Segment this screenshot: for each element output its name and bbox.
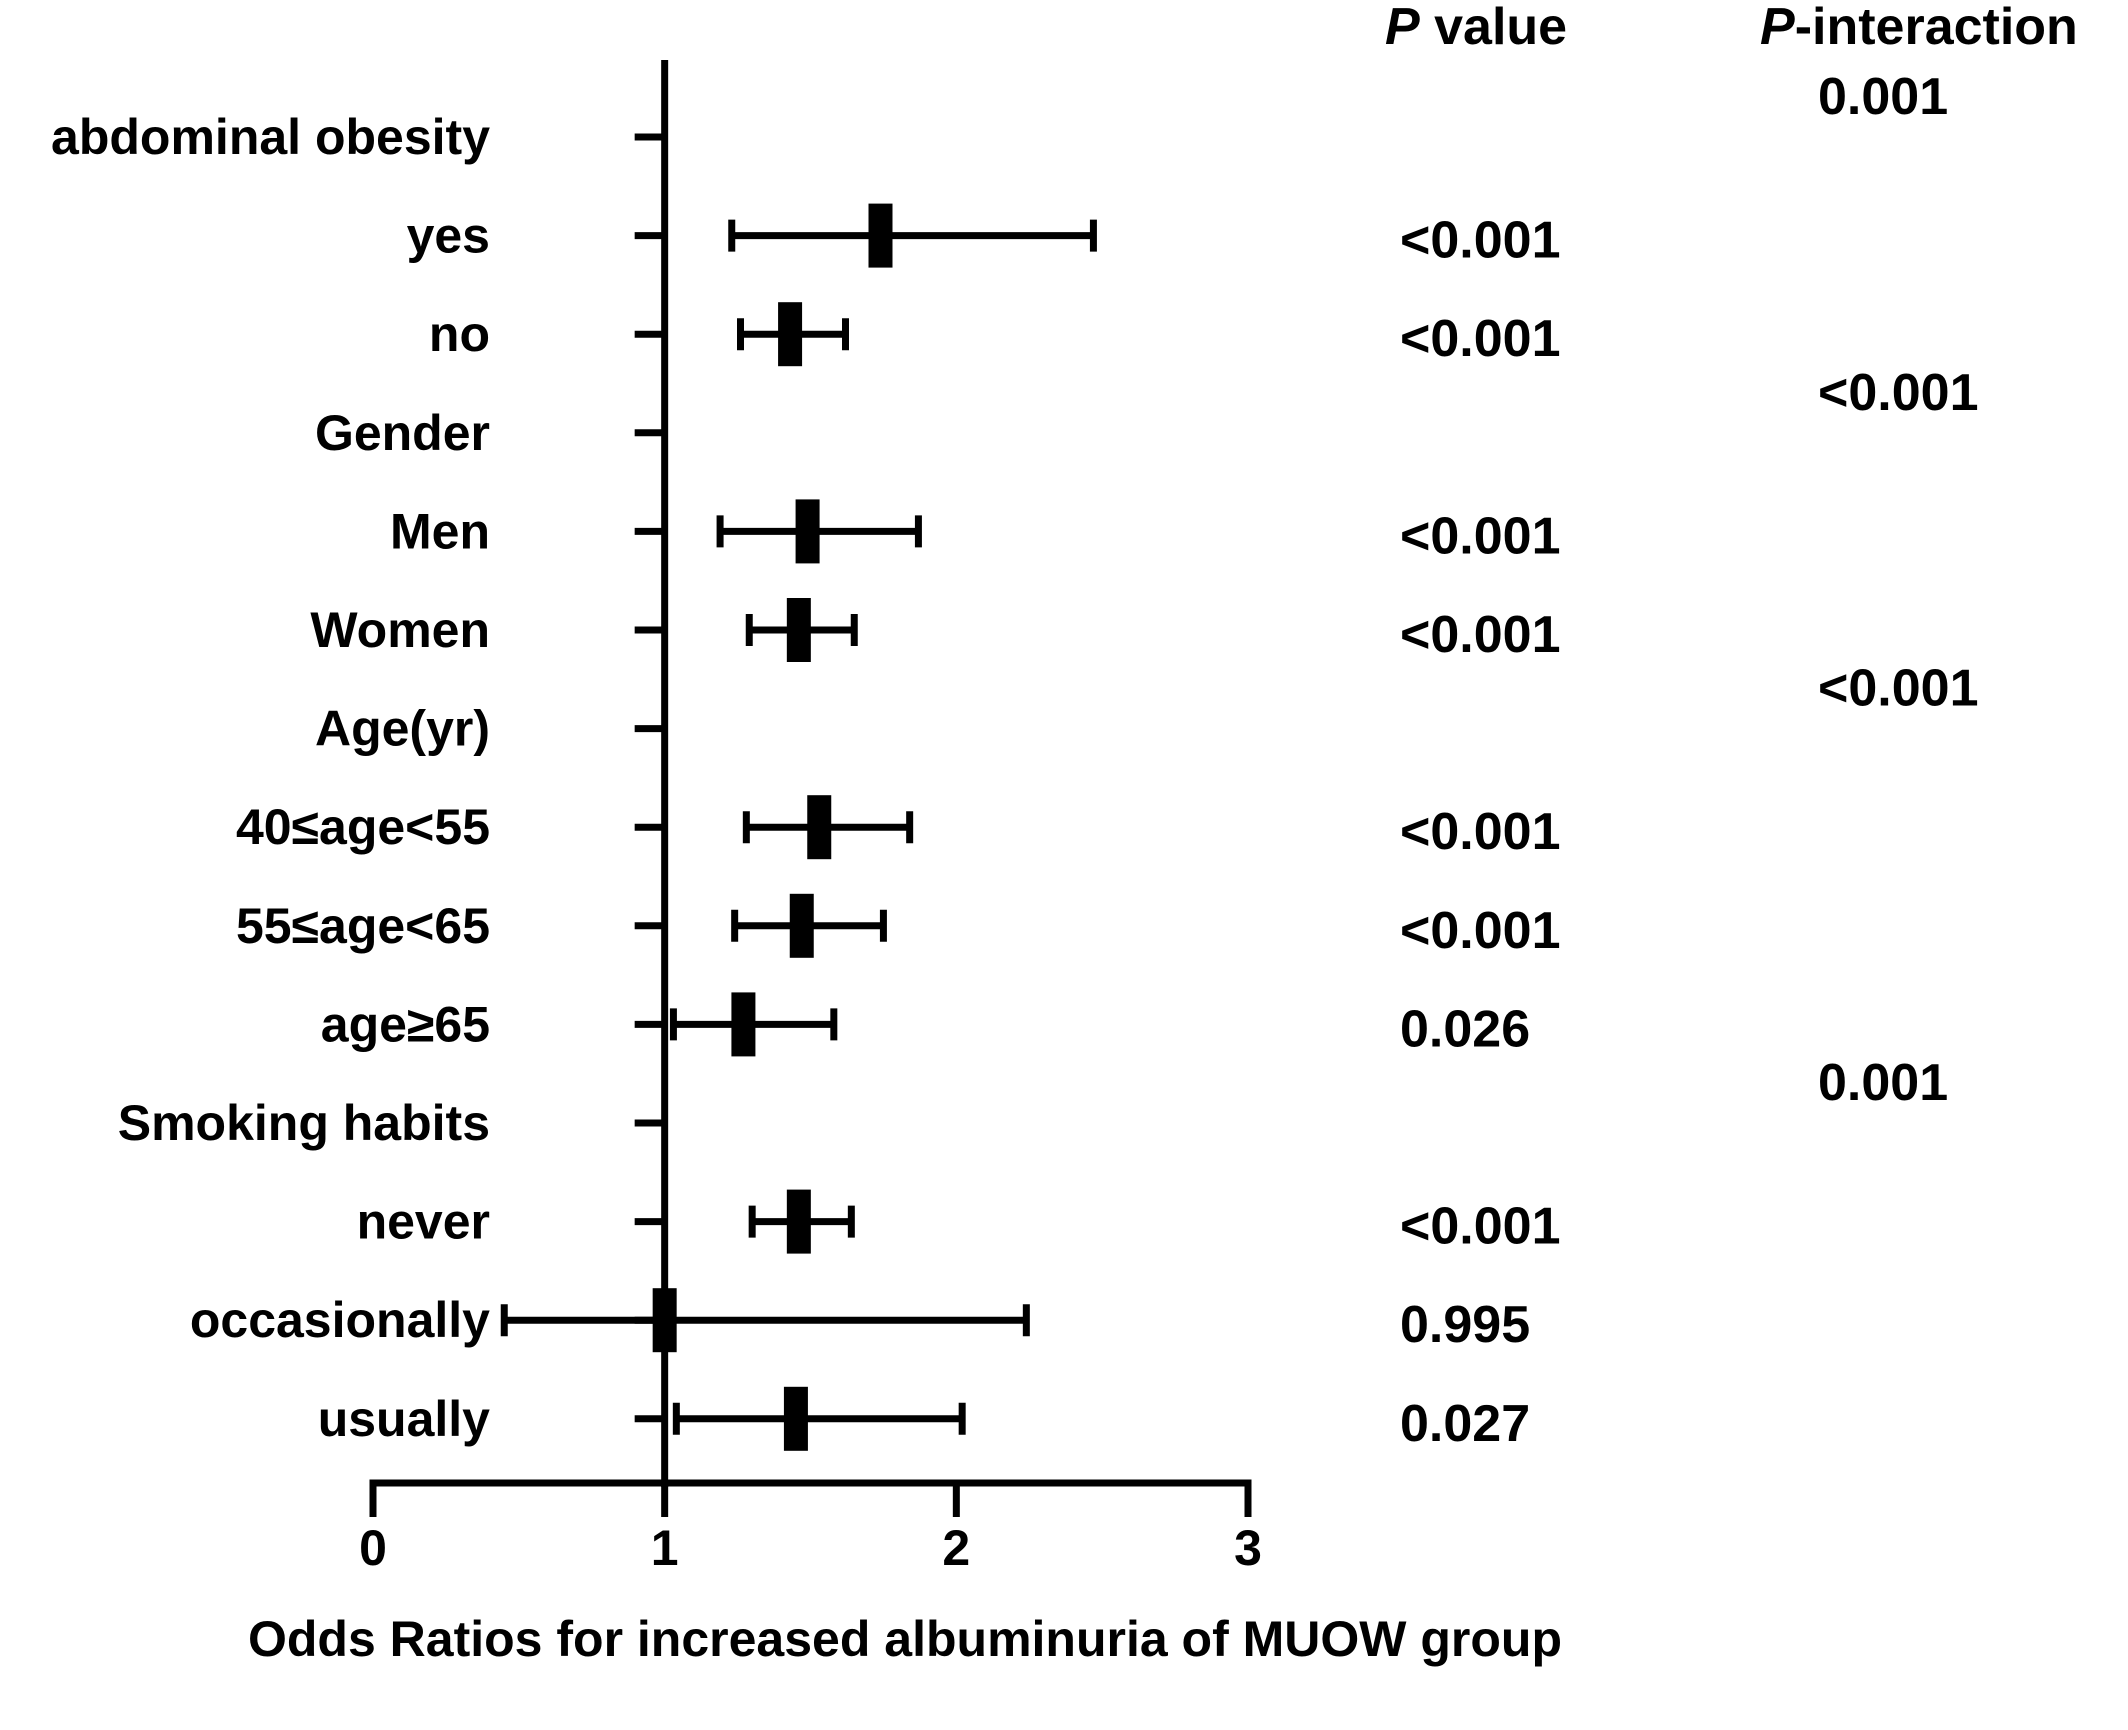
p-value: <0.001: [1400, 803, 1561, 861]
column-headers: P value P-interaction: [1385, 0, 2078, 56]
p-value: 0.027: [1400, 1395, 1530, 1453]
p-value: 0.026: [1400, 1000, 1530, 1058]
row-label: abdominal obesity: [51, 109, 490, 165]
point-estimate: [795, 499, 820, 564]
p-value-header: P value: [1385, 0, 1567, 56]
p-value: 0.995: [1400, 1296, 1530, 1354]
p-interaction: <0.001: [1818, 364, 1979, 422]
point-estimate: [807, 795, 832, 860]
p-interaction: 0.001: [1818, 68, 1948, 126]
x-tick-label: 0: [359, 1520, 387, 1576]
p-value-header-italic: P: [1385, 0, 1420, 56]
p-interaction-header-rest: -interaction: [1795, 0, 2078, 56]
point-estimate: [868, 203, 893, 268]
p-value: <0.001: [1400, 1198, 1561, 1256]
p-interaction-header-italic: P: [1760, 0, 1795, 56]
row-label: age≥65: [321, 996, 490, 1052]
axes: 0 1 2 3: [359, 60, 1262, 1576]
p-interaction: 0.001: [1818, 1054, 1948, 1112]
p-interaction-header: P-interaction: [1760, 0, 2078, 56]
row-label: Men: [390, 503, 490, 559]
p-value: <0.001: [1400, 310, 1561, 368]
row-label: Gender: [315, 405, 490, 461]
x-axis-title: Odds Ratios for increased albuminuria of…: [248, 1611, 1562, 1667]
point-estimate: [731, 992, 756, 1057]
p-value: <0.001: [1400, 606, 1561, 664]
x-tick-label: 2: [942, 1520, 970, 1576]
point-estimate: [652, 1288, 677, 1353]
row-label: 40≤age<55: [236, 799, 490, 855]
p-value-header-rest: value: [1420, 0, 1567, 56]
row-label: no: [429, 306, 490, 362]
p-value: <0.001: [1400, 902, 1561, 960]
x-tick-label: 3: [1234, 1520, 1262, 1576]
point-estimate: [783, 1386, 808, 1451]
p-value: <0.001: [1400, 507, 1561, 565]
point-estimate: [778, 302, 803, 367]
point-estimate: [789, 893, 814, 958]
point-estimate: [786, 598, 811, 662]
x-tick-label: 1: [651, 1520, 679, 1576]
p-interaction: <0.001: [1818, 660, 1979, 718]
row-label: Age(yr): [315, 701, 490, 757]
point-estimate: [786, 1189, 811, 1254]
row-label: never: [357, 1194, 490, 1250]
row-label: 55≤age<65: [236, 898, 490, 954]
plot-rows: abdominal obesity 0.001 yes <0.001 no <0.001 G…: [51, 68, 1978, 1453]
row-label: Women: [310, 602, 490, 658]
row-label: usually: [318, 1391, 490, 1447]
row-label: occasionally: [190, 1292, 490, 1348]
p-value: <0.001: [1400, 212, 1561, 270]
row-label: yes: [407, 208, 490, 264]
row-label: Smoking habits: [118, 1095, 490, 1151]
